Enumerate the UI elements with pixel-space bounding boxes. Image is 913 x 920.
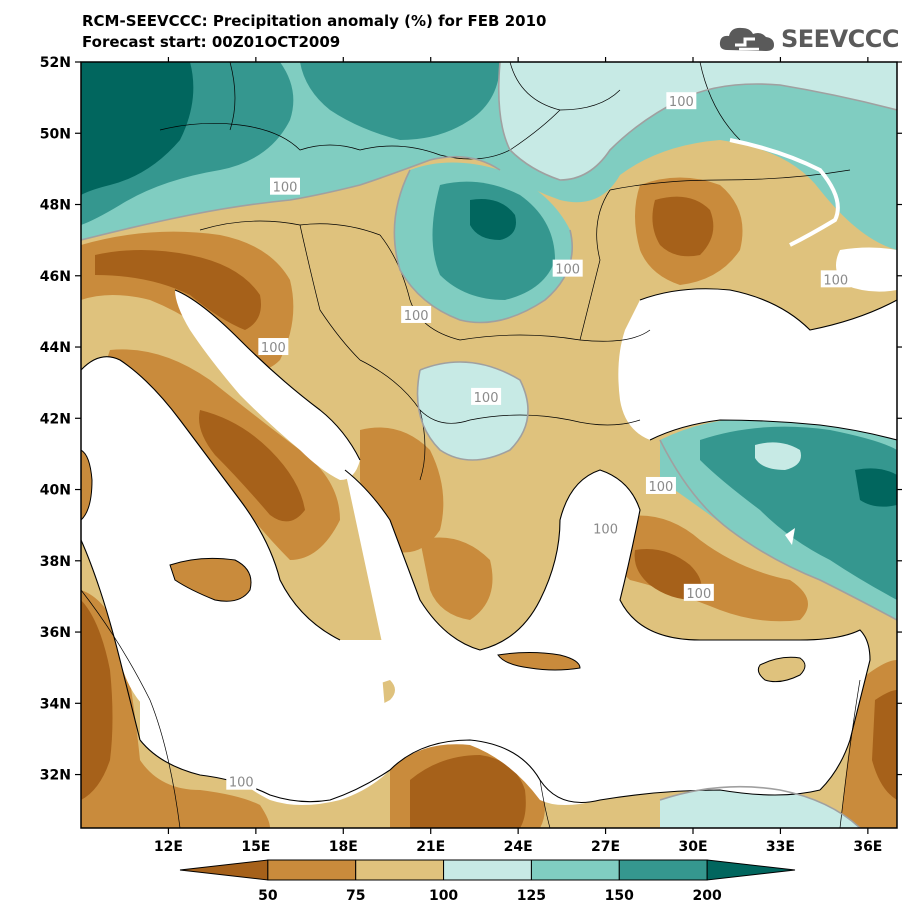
carpathian-dark-teal-region — [432, 181, 555, 300]
lon-tick-label: 18E — [329, 839, 358, 855]
contour-label: 100 — [474, 391, 499, 406]
colorbar-swatch — [530, 859, 620, 881]
carpathian-deepest-teal-region — [470, 199, 516, 240]
contour-label: 100 — [404, 309, 429, 324]
adriatic-sea — [175, 290, 360, 480]
colorbar-swatch — [706, 859, 796, 881]
contour-label: 100 — [823, 273, 848, 288]
lon-tick-label: 12E — [154, 839, 183, 855]
map-frame — [80, 61, 898, 829]
contour-label-bg — [258, 338, 289, 356]
turkey-pale-teal-pocket — [755, 442, 801, 470]
alps-deep-brown-region — [95, 250, 261, 330]
latitude-axis: 52N 50N 48N 46N 44N 42N 40N 38N 36N 34N 32N — [40, 55, 902, 784]
south-turkey-brown-region — [609, 515, 808, 622]
contour-label-bg — [226, 772, 257, 790]
lat-tick-label: 36N — [40, 625, 71, 641]
colorbar-swatch — [618, 859, 708, 881]
contour-label-bg — [820, 270, 851, 288]
lat-tick-label: 34N — [40, 696, 71, 712]
contour-label-bg — [270, 177, 300, 195]
crete — [497, 652, 581, 671]
lat-tick-label: 50N — [40, 126, 71, 142]
lat-tick-label: 42N — [40, 411, 71, 427]
north-dark-teal-region-2 — [300, 62, 500, 140]
azov-sea — [836, 247, 897, 292]
italy-deep-brown-region — [199, 410, 305, 522]
turkey-dark-teal-region — [700, 426, 897, 600]
colorbar-label: 150 — [605, 888, 634, 904]
colorbar: 50 75 100 125 150 200 — [179, 859, 796, 904]
seevccc-logo: SEEVCCC — [717, 22, 900, 56]
contour-label: 100 — [555, 263, 580, 278]
contour-label-bg — [401, 305, 432, 323]
egypt-teal-region — [660, 786, 860, 828]
lat-tick-label: 44N — [40, 340, 71, 356]
turkey-white-fleck — [785, 528, 795, 545]
colorbar-label: 75 — [346, 888, 365, 904]
contour-lines-100 — [81, 62, 897, 828]
map-plot-area: 100 100 100 100 100 100 100 100 100 100 100 — [81, 62, 897, 828]
lon-tick-label: 21E — [416, 839, 445, 855]
contour-label-bg — [471, 387, 502, 405]
longitude-axis: 12E 15E 18E 21E 24E 27E 30E 33E 36E — [154, 57, 882, 855]
chart-subtitle: Forecast start: 00Z01OCT2009 — [82, 33, 341, 51]
contour-label: 100 — [261, 341, 286, 356]
sicily — [169, 557, 252, 602]
contour-label: 100 — [229, 776, 254, 791]
ukraine-white-streak — [729, 138, 840, 247]
colorbar-swatch — [355, 859, 445, 881]
central-mediterranean-sea — [140, 640, 390, 802]
lat-tick-label: 38N — [40, 554, 71, 570]
lat-tick-label: 48N — [40, 198, 71, 214]
north-pale-teal-region — [498, 62, 897, 180]
tyrrhenian-sea — [81, 356, 390, 725]
north-deepest-teal-region — [81, 62, 194, 195]
coastlines — [81, 288, 897, 804]
bulgaria-pale-teal-region — [417, 362, 528, 460]
contour-labels: 100 100 100 100 100 100 100 100 100 100 100 — [226, 92, 851, 791]
contour-label: 100 — [649, 480, 674, 495]
contour-label: 100 — [273, 181, 298, 196]
lat-tick-label: 46N — [40, 269, 71, 285]
lon-tick-label: 36E — [853, 839, 882, 855]
lat-tick-label: 52N — [40, 55, 71, 71]
ionian-aegean-sea — [240, 470, 870, 805]
lat-tick-label: 32N — [40, 768, 71, 784]
contour-label-bg — [590, 519, 621, 537]
cloud-icon — [719, 27, 774, 51]
lon-tick-label: 27E — [591, 839, 620, 855]
contour-label-bg — [645, 476, 676, 494]
cyprus — [757, 656, 806, 683]
colorbar-label: 100 — [429, 888, 458, 904]
logo-text: SEEVCCC — [781, 25, 900, 53]
chart-title: RCM-SEEVCCC: Precipitation anomaly (%) f… — [82, 12, 547, 30]
lon-tick-label: 24E — [504, 839, 533, 855]
contour-label-bg — [666, 92, 697, 110]
turkey-deepest-teal-region — [855, 468, 897, 507]
colorbar-label: 50 — [258, 888, 278, 904]
colorbar-label: 200 — [693, 888, 722, 904]
tunisia-brown-region — [81, 590, 270, 828]
tunisia-deep-brown-region — [81, 600, 113, 800]
lon-tick-label: 30E — [678, 839, 707, 855]
sardinia-edge — [81, 449, 93, 521]
contour-label: 100 — [669, 95, 694, 110]
lat-tick-label: 40N — [40, 483, 71, 499]
levant-deep-brown-region — [872, 690, 897, 800]
lon-tick-label: 33E — [766, 839, 795, 855]
contour-label-bg — [552, 259, 583, 277]
ukraine-deep-brown-region — [652, 196, 714, 257]
libya-deep-brown-region — [410, 755, 526, 828]
contour-label: 100 — [593, 523, 618, 538]
contour-label: 100 — [686, 587, 711, 602]
colorbar-swatch — [179, 859, 269, 881]
colorbar-label: 125 — [517, 888, 546, 904]
greece-brown-region — [420, 537, 493, 620]
lon-tick-label: 15E — [241, 839, 270, 855]
colorbar-swatch — [443, 859, 532, 881]
colorbar-swatch — [267, 859, 357, 881]
contour-label-bg — [683, 583, 714, 601]
